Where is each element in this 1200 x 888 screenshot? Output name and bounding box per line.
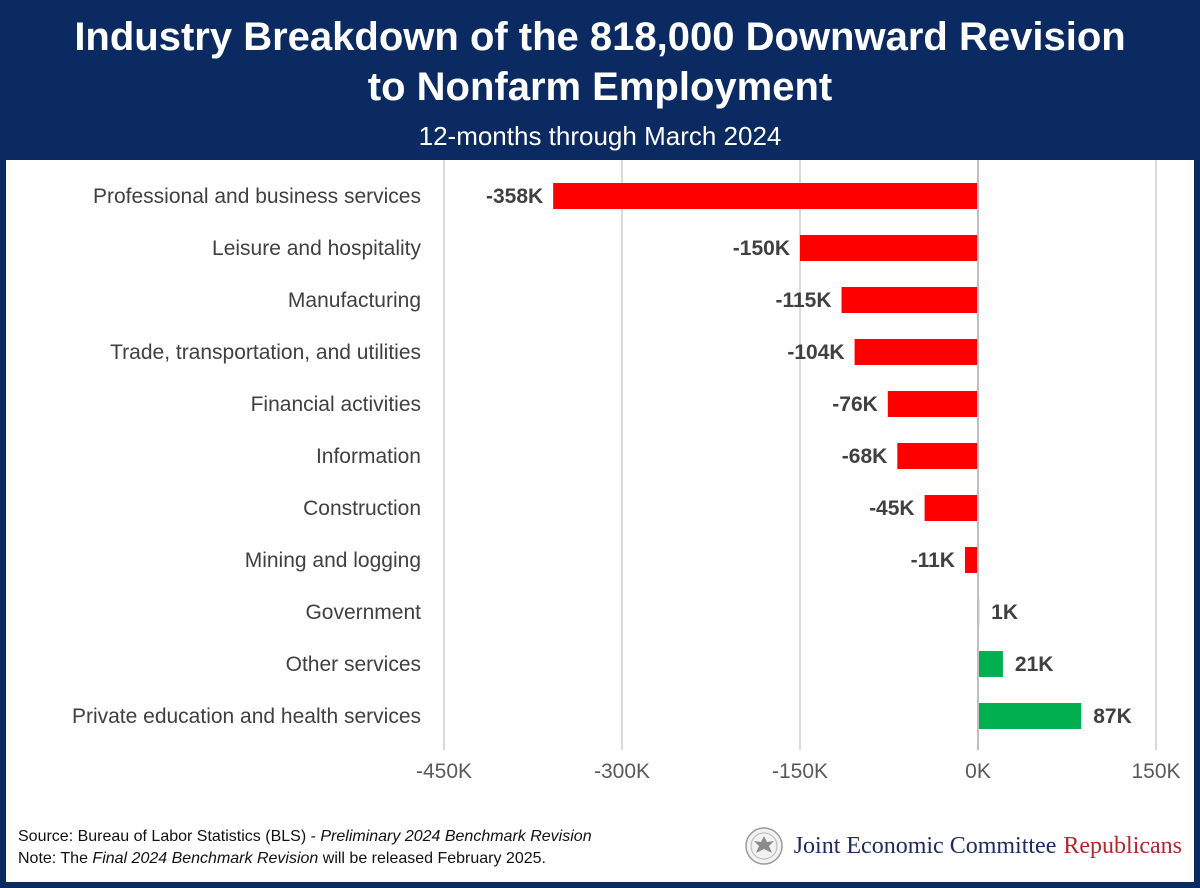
title-line-2: to Nonfarm Employment: [367, 65, 833, 109]
brand-name: Joint Economic Committee: [793, 832, 1057, 859]
category-label: Leisure and hospitality: [212, 237, 421, 260]
bar-chart: -450K -300K -150K 0K 150K Professional and bu…: [72, 160, 1181, 783]
brand-logo: Joint Economic Committee Republicans: [744, 826, 1182, 866]
data-label: -104K: [787, 341, 844, 364]
category-label: Government: [305, 601, 421, 624]
data-label: -68K: [842, 445, 888, 468]
note-text: Note: The: [18, 850, 93, 867]
bar: [897, 443, 978, 469]
category-label: Manufacturing: [288, 289, 421, 312]
x-tick-label: -300K: [594, 760, 650, 783]
bar: [800, 235, 978, 261]
category-label: Private education and health services: [72, 705, 421, 728]
note-line: Note: The Final 2024 Benchmark Revision …: [18, 848, 592, 870]
x-tick-label: -150K: [772, 760, 828, 783]
category-label: Financial activities: [251, 393, 421, 416]
note-suffix: will be released February 2025.: [318, 850, 546, 867]
chart-panel: -450K -300K -150K 0K 150K Professional and bu…: [6, 160, 1194, 882]
bar: [553, 183, 978, 209]
data-label: 21K: [1015, 653, 1054, 676]
bar: [964, 547, 978, 573]
data-label: -76K: [832, 393, 878, 416]
source-line: Source: Bureau of Labor Statistics (BLS)…: [18, 826, 592, 848]
data-label: -115K: [775, 289, 831, 312]
x-tick-label: -450K: [416, 760, 472, 783]
bar: [924, 495, 978, 521]
note-italic: Final 2024 Benchmark Revision: [92, 850, 319, 867]
bar: [854, 339, 978, 365]
header: Industry Breakdown of the 818,000 Downwa…: [0, 0, 1200, 160]
data-label: 1K: [991, 601, 1018, 624]
chart-title: Industry Breakdown of the 818,000 Downwa…: [0, 12, 1200, 112]
title-line-1: Industry Breakdown of the 818,000 Downwa…: [74, 15, 1126, 59]
bar: [978, 703, 1082, 729]
data-label: -11K: [911, 549, 955, 572]
source-italic: Preliminary 2024 Benchmark Revision: [320, 828, 592, 845]
bar: [978, 651, 1003, 677]
footer-notes: Source: Bureau of Labor Statistics (BLS)…: [18, 826, 592, 870]
data-label: 87K: [1093, 705, 1132, 728]
data-label: -358K: [486, 185, 543, 208]
bar: [841, 287, 978, 313]
chart-subtitle: 12-months through March 2024: [418, 121, 782, 151]
data-label: -45K: [869, 497, 915, 520]
brand-party: Republicans: [1063, 832, 1182, 859]
x-tick-label: 0K: [965, 760, 991, 783]
data-label: -150K: [733, 237, 790, 260]
congressional-seal-icon: [744, 827, 783, 865]
category-label: Mining and logging: [245, 549, 421, 572]
category-label: Information: [316, 445, 421, 468]
category-label: Other services: [286, 653, 421, 676]
category-label: Trade, transportation, and utilities: [110, 341, 421, 364]
x-tick-label: 150K: [1131, 760, 1180, 783]
category-label: Professional and business services: [93, 185, 421, 208]
category-label: Construction: [303, 497, 421, 520]
source-text: Source: Bureau of Labor Statistics (BLS)…: [18, 828, 321, 845]
bar: [887, 391, 978, 417]
